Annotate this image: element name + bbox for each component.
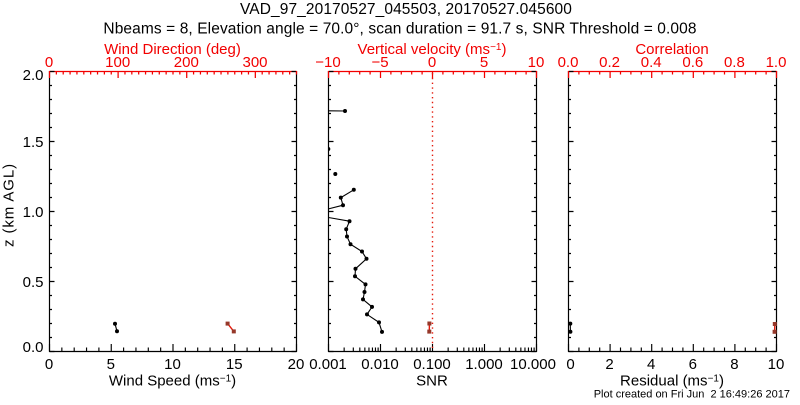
svg-text:300: 300: [242, 54, 267, 71]
svg-text:20: 20: [288, 356, 305, 373]
svg-text:−10: −10: [315, 54, 340, 71]
svg-text:Wind Speed (ms−1): Wind Speed (ms−1): [109, 373, 236, 390]
svg-text:Correlation: Correlation: [635, 41, 708, 58]
svg-text:1.0: 1.0: [23, 204, 44, 221]
svg-text:10.000: 10.000: [510, 356, 556, 373]
svg-text:−5: −5: [371, 54, 388, 71]
svg-text:1.0: 1.0: [766, 54, 787, 71]
svg-text:2.0: 2.0: [23, 67, 44, 84]
svg-text:1.5: 1.5: [23, 134, 44, 151]
svg-text:SNR: SNR: [416, 373, 448, 390]
svg-text:0.5: 0.5: [23, 274, 44, 291]
svg-text:1.000: 1.000: [465, 356, 503, 373]
svg-text:0: 0: [45, 356, 53, 373]
svg-text:5: 5: [107, 356, 115, 373]
svg-text:5: 5: [480, 54, 488, 71]
svg-text:0.6: 0.6: [682, 54, 703, 71]
svg-text:0.010: 0.010: [361, 356, 399, 373]
svg-text:0.001: 0.001: [309, 356, 347, 373]
svg-text:200: 200: [174, 54, 199, 71]
svg-text:15: 15: [226, 356, 243, 373]
svg-text:2: 2: [605, 356, 613, 373]
svg-text:VAD_97_20170527_045503, 201705: VAD_97_20170527_045503, 20170527.045600: [240, 1, 572, 18]
svg-text:Vertical velocity (ms−1): Vertical velocity (ms−1): [358, 41, 507, 58]
svg-text:6: 6: [689, 356, 697, 373]
svg-text:4: 4: [647, 356, 655, 373]
svg-text:10: 10: [768, 356, 785, 373]
svg-text:10: 10: [164, 356, 181, 373]
svg-text:Residual (ms−1): Residual (ms−1): [620, 373, 724, 390]
svg-text:z (km AGL): z (km AGL): [1, 163, 18, 247]
svg-text:Wind Direction (deg): Wind Direction (deg): [104, 41, 241, 58]
svg-text:Plot created on Fri Jun 2 16:: Plot created on Fri Jun 2 16:49:26 2017: [594, 389, 790, 401]
svg-text:Nbeams = 8, Elevation angle =: Nbeams = 8, Elevation angle = 70.0°, sca…: [103, 21, 696, 38]
svg-text:0.2: 0.2: [599, 54, 620, 71]
svg-text:8: 8: [730, 356, 738, 373]
svg-text:100: 100: [105, 54, 130, 71]
svg-text:0.0: 0.0: [558, 54, 579, 71]
svg-text:0: 0: [566, 356, 574, 373]
svg-text:0.100: 0.100: [413, 356, 451, 373]
svg-text:0.0: 0.0: [23, 339, 44, 356]
svg-text:10: 10: [528, 54, 545, 71]
svg-text:0: 0: [45, 54, 53, 71]
svg-text:0.4: 0.4: [641, 54, 662, 71]
svg-text:0: 0: [428, 54, 436, 71]
svg-text:0.8: 0.8: [724, 54, 745, 71]
